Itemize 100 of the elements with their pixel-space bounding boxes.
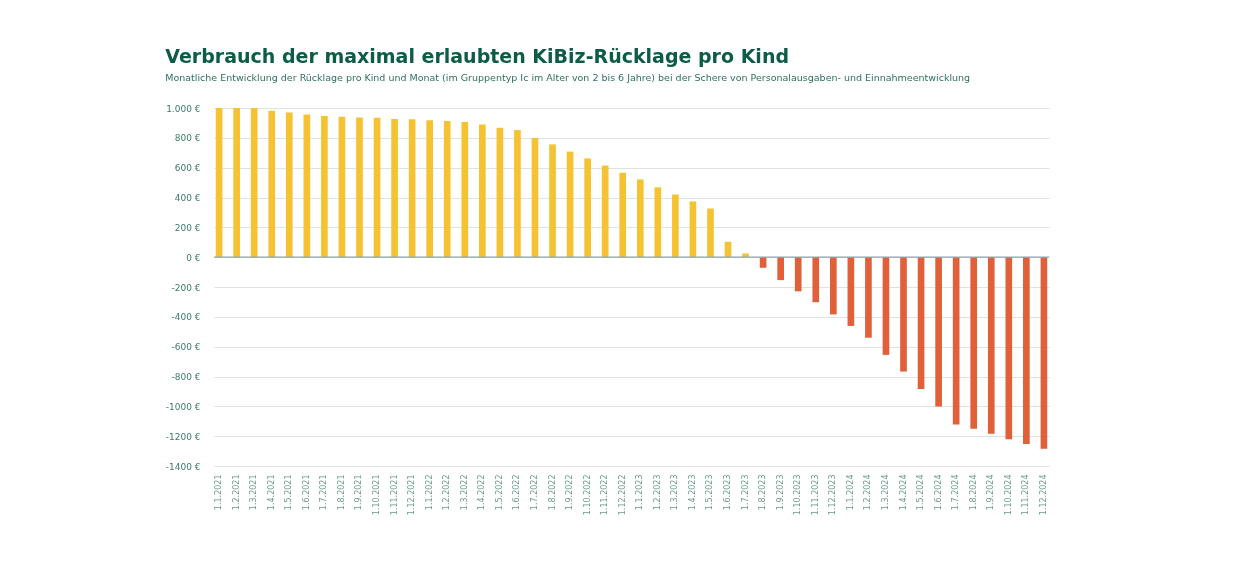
bar [794, 257, 802, 292]
bar [443, 120, 451, 258]
x-tick-label: 1.12.2024 [1038, 474, 1048, 516]
y-tick-label: 600 € [174, 163, 201, 174]
bar [601, 165, 609, 258]
bar [935, 257, 942, 407]
bar [1040, 257, 1048, 449]
chart-title: Verbrauch der maximal erlaubten KiBiz-Rücklage pro Kind [165, 44, 790, 67]
bar [654, 187, 662, 258]
x-tick-label: 1.8.2023 [758, 474, 768, 511]
x-tick-label: 1.5.2021 [284, 474, 294, 511]
y-tick-label: -1000 € [165, 401, 201, 412]
x-tick-label: 1.8.2024 [968, 474, 978, 511]
x-tick-label: 1.10.2022 [582, 474, 592, 516]
bar [321, 115, 328, 258]
y-tick-label: 200 € [174, 222, 201, 233]
y-tick-label: 1.000 € [166, 103, 201, 114]
bar [900, 257, 907, 372]
x-tick-label: 1.6.2021 [301, 474, 311, 511]
bar [777, 257, 784, 281]
bar [636, 179, 644, 258]
bar [829, 257, 837, 315]
bar [865, 257, 872, 338]
y-tick-label: -400 € [171, 312, 201, 323]
bar [303, 114, 311, 258]
bar [233, 108, 240, 258]
x-tick-label: 1.2.2023 [652, 474, 662, 511]
x-tick-label: 1.11.2023 [810, 474, 820, 516]
x-tick-label: 1.2.2021 [231, 474, 241, 511]
x-tick-label: 1.5.2023 [705, 474, 715, 511]
y-tick-label: -1200 € [165, 431, 201, 442]
y-tick-label: 800 € [174, 133, 201, 144]
bar [479, 124, 486, 258]
x-tick-label: 1.5.2024 [916, 474, 926, 511]
chart-subtitle: Monatliche Entwicklung der Rücklage pro Kind und Monat (im Gruppentyp Ic im Alter von 2 bis 6 Jahre) bei der Schere von Personalausgaben- und Einnahmeentwicklung [165, 71, 971, 83]
bar [373, 117, 381, 258]
x-tick-label: 1.11.2022 [600, 474, 610, 516]
y-tick-label: 400 € [174, 193, 201, 203]
bar [531, 137, 539, 258]
x-tick-label: 1.12.2022 [617, 474, 627, 516]
bar [408, 119, 416, 258]
x-tick-label: 1.2.2024 [863, 474, 873, 511]
x-tick-label: 1.1.2024 [845, 474, 855, 511]
bar [970, 257, 978, 429]
x-tick-label: 1.7.2024 [951, 474, 961, 511]
x-tick-label: 1.5.2022 [494, 474, 504, 511]
bar [549, 144, 556, 258]
bar [496, 127, 504, 258]
y-tick-label: -600 € [171, 342, 201, 353]
x-tick-label: 1.6.2022 [512, 474, 522, 511]
x-tick-label: 1.1.2023 [635, 474, 645, 511]
x-tick-label: 1.10.2021 [372, 474, 382, 516]
x-tick-label: 1.4.2024 [898, 474, 908, 511]
x-tick-label: 1.6.2023 [723, 474, 733, 511]
bar [742, 253, 749, 258]
bar [461, 122, 469, 258]
x-tick-label: 1.8.2022 [547, 474, 557, 511]
bar [391, 118, 398, 258]
x-tick-label: 1.8.2021 [336, 474, 346, 511]
y-tick-label: -200 € [171, 282, 201, 293]
bar [514, 130, 521, 258]
x-tick-label: 1.10.2024 [1003, 474, 1013, 516]
bar [250, 108, 258, 258]
x-tick-label: 1.9.2021 [354, 474, 364, 511]
bar [426, 120, 434, 258]
bar [672, 194, 679, 258]
x-tick-label: 1.11.2024 [1021, 474, 1031, 516]
bar [584, 158, 591, 258]
x-tick-label: 1.7.2022 [529, 474, 539, 511]
x-tick-label: 1.10.2023 [793, 474, 803, 516]
x-tick-label: 1.3.2024 [880, 474, 890, 511]
x-tick-label: 1.12.2023 [828, 474, 838, 516]
bar [356, 117, 363, 258]
x-tick-label: 1.9.2022 [565, 474, 575, 511]
y-tick-label: 0 € [186, 252, 201, 263]
bar [952, 257, 960, 425]
bar [689, 201, 697, 258]
y-tick-label: -800 € [171, 372, 201, 382]
bar [1023, 257, 1030, 444]
bar [268, 110, 276, 258]
bar [338, 116, 346, 258]
x-tick-label: 1.3.2021 [249, 474, 259, 511]
x-tick-label: 1.7.2023 [740, 474, 750, 511]
x-tick-label: 1.1.2022 [424, 474, 434, 511]
bar [285, 112, 293, 258]
x-tick-label: 1.4.2022 [477, 474, 487, 511]
x-tick-label: 1.9.2023 [775, 474, 785, 511]
x-tick-label: 1.6.2024 [933, 474, 943, 511]
bar [619, 172, 627, 258]
x-tick-label: 1.4.2021 [266, 474, 276, 511]
bar [215, 108, 223, 258]
x-tick-label: 1.4.2023 [687, 474, 697, 511]
y-tick-label: -1400 € [165, 461, 201, 472]
bar [812, 257, 820, 303]
x-tick-label: 1.7.2021 [319, 474, 329, 511]
x-tick-label: 1.2.2022 [442, 474, 452, 511]
x-tick-label: 1.12.2021 [407, 474, 417, 516]
x-tick-label: 1.9.2024 [986, 474, 996, 511]
x-tick-label: 1.3.2023 [670, 474, 680, 511]
bar [987, 257, 995, 434]
